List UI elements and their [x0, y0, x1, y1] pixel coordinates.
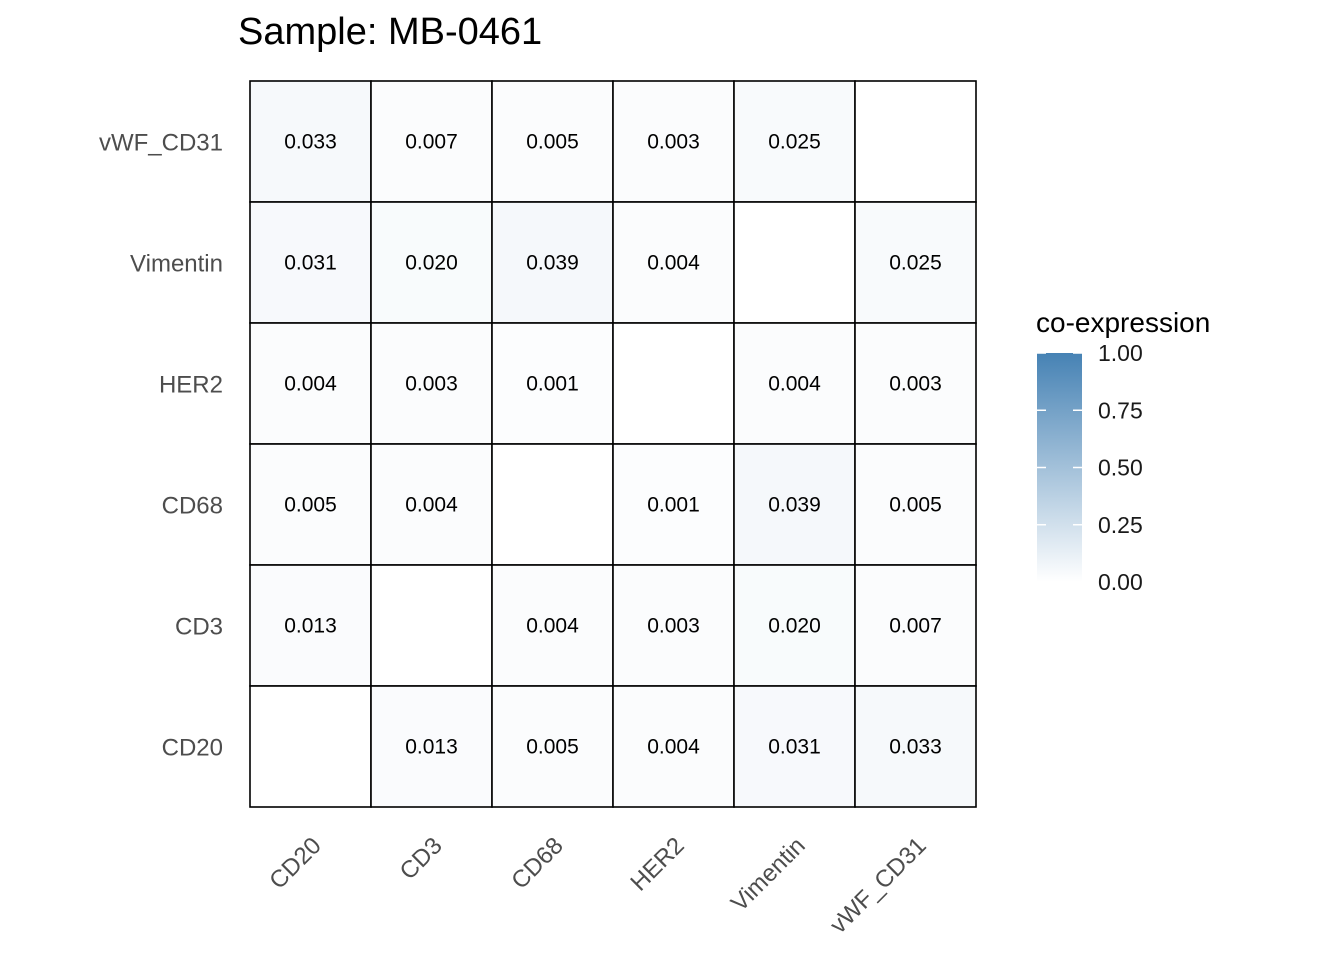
heatmap-cell — [612, 80, 735, 203]
cell-value-label: 0.033 — [284, 131, 337, 154]
legend-tick-label: 0.00 — [1098, 569, 1143, 595]
cell-value-label: 0.039 — [768, 494, 821, 517]
row-label: HER2 — [159, 372, 223, 399]
heatmap-cell — [491, 443, 614, 566]
legend-tick-label: 0.25 — [1098, 512, 1143, 538]
cell-value-label: 0.031 — [284, 252, 337, 275]
cell-value-label: 0.004 — [526, 615, 579, 638]
heatmap-cell — [249, 564, 372, 687]
column-label: CD20 — [264, 832, 326, 894]
cell-value-label: 0.031 — [768, 736, 821, 759]
heatmap-cell — [370, 322, 493, 445]
cell-value-label: 0.003 — [647, 131, 700, 154]
row-label: vWF_CD31 — [99, 130, 223, 157]
heatmap-cell — [491, 685, 614, 808]
heatmap-cell — [854, 443, 977, 566]
cell-value-label: 0.007 — [889, 615, 942, 638]
cell-value-label: 0.003 — [889, 373, 942, 396]
cell-value-label: 0.005 — [526, 736, 579, 759]
cell-value-label: 0.001 — [647, 494, 700, 517]
column-label: CD68 — [506, 832, 568, 894]
legend-title: co-expression — [1036, 307, 1210, 338]
cell-value-label: 0.013 — [284, 615, 337, 638]
cell-value-label: 0.020 — [405, 252, 458, 275]
heatmap-cell — [854, 80, 977, 203]
heatmap-cell — [491, 80, 614, 203]
cell-value-label: 0.007 — [405, 131, 458, 154]
heatmap-cell — [854, 685, 977, 808]
cell-value-label: 0.025 — [889, 252, 942, 275]
legend-tick-label: 0.75 — [1098, 397, 1143, 423]
row-label: CD68 — [162, 493, 223, 520]
heatmap-cell — [612, 443, 735, 566]
cell-value-label: 0.004 — [405, 494, 458, 517]
cell-value-label: 0.004 — [647, 252, 700, 275]
legend-tick-label: 1.00 — [1098, 340, 1143, 366]
heatmap-cell — [491, 322, 614, 445]
cell-value-label: 0.004 — [768, 373, 821, 396]
heatmap-cell — [370, 564, 493, 687]
heatmap-cell — [370, 80, 493, 203]
cell-value-label: 0.005 — [889, 494, 942, 517]
column-labels: CD20 CD3 CD68 HER2 Vimentin vWF_CD31 — [264, 832, 931, 939]
cell-value-label: 0.005 — [284, 494, 337, 517]
heatmap-cell — [249, 685, 372, 808]
cell-value-label: 0.003 — [647, 615, 700, 638]
heatmap-cell — [249, 443, 372, 566]
heatmap-cell — [733, 322, 856, 445]
heatmap-cell — [733, 201, 856, 324]
heatmap-cell — [612, 322, 735, 445]
cell-value-label: 0.033 — [889, 736, 942, 759]
heatmap-cell — [733, 80, 856, 203]
cell-value-label: 0.025 — [768, 131, 821, 154]
column-label: CD3 — [395, 832, 448, 885]
row-labels: vWF_CD31 Vimentin HER2 CD68 CD3 CD20 — [99, 130, 223, 762]
cell-value-label: 0.039 — [526, 252, 579, 275]
column-label: Vimentin — [726, 832, 811, 917]
chart-title: Sample: MB-0461 — [238, 11, 542, 53]
cell-value-label: 0.020 — [768, 615, 821, 638]
heatmap-cell — [733, 685, 856, 808]
column-label: vWF_CD31 — [825, 832, 932, 939]
cell-value-label: 0.001 — [526, 373, 579, 396]
heatmap-cells: 0.033 0.007 0.005 0.003 0.025 0.031 0.020 0.039… — [249, 80, 977, 808]
heatmap-cell — [854, 201, 977, 324]
legend-ticks: 1.00 0.75 0.50 0.25 0.00 — [1037, 340, 1143, 595]
cell-value-label: 0.013 — [405, 736, 458, 759]
heatmap-cell — [249, 80, 372, 203]
row-label: CD20 — [162, 735, 223, 762]
row-label: Vimentin — [130, 251, 223, 278]
heatmap-cell — [491, 201, 614, 324]
heatmap-cell — [854, 564, 977, 687]
heatmap-cell — [854, 322, 977, 445]
cell-value-label: 0.005 — [526, 131, 579, 154]
heatmap-cell — [249, 201, 372, 324]
cell-value-label: 0.004 — [647, 736, 700, 759]
legend-tick-label: 0.50 — [1098, 455, 1143, 481]
heatmap-cell — [370, 443, 493, 566]
heatmap-cell — [491, 564, 614, 687]
heatmap-cell — [733, 443, 856, 566]
row-label: CD3 — [175, 614, 223, 641]
cell-value-label: 0.004 — [284, 373, 337, 396]
heatmap-cell — [612, 564, 735, 687]
cell-value-label: 0.003 — [405, 373, 458, 396]
heatmap-cell — [612, 685, 735, 808]
column-label: HER2 — [625, 832, 689, 896]
color-legend: co-expression 1.00 0.75 0.50 0.25 0.00 — [1036, 307, 1210, 595]
